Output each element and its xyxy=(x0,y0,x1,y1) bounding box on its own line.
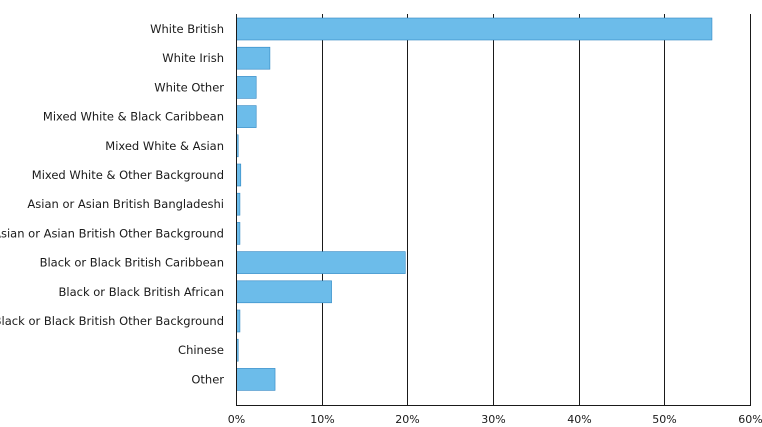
category-label: Other xyxy=(191,372,224,386)
x-tick-label: 30% xyxy=(481,413,505,426)
category-label: Black or Black British African xyxy=(59,285,225,299)
category-label: Mixed White & Other Background xyxy=(32,168,224,182)
category-label: Black or Black British Caribbean xyxy=(40,256,224,270)
category-label: Mixed White & Black Caribbean xyxy=(43,110,224,124)
bar-mixed-white-black-caribbean xyxy=(236,105,257,128)
category-label: White British xyxy=(150,22,224,36)
x-tick-label: 60% xyxy=(738,413,762,426)
bar-white-irish xyxy=(236,46,271,70)
category-label: White Irish xyxy=(162,51,224,65)
bar-black-or-black-british-caribbean xyxy=(236,251,406,274)
x-tick-label: 40% xyxy=(567,413,591,426)
gridlines xyxy=(322,14,751,405)
x-tick-label: 0% xyxy=(228,413,245,426)
bar-mixed-white-other-background xyxy=(236,163,242,187)
bar-asian-or-asian-british-bangladeshi xyxy=(236,192,241,216)
category-label: Black or Black British Other Background xyxy=(0,314,224,328)
bar-white-british xyxy=(236,17,713,41)
category-label: Asian or Asian British Bangladeshi xyxy=(27,197,224,211)
category-labels: White British White Irish White Other Mixed… xyxy=(0,22,224,386)
bar-other xyxy=(236,368,276,391)
bar-black-or-black-british-african xyxy=(236,280,332,304)
bar-asian-or-asian-british-other-background xyxy=(236,222,241,245)
category-label: White Other xyxy=(154,80,224,94)
x-tick-labels: 0% 10% 20% 30% 40% 50% 60% xyxy=(228,413,762,426)
category-label: Chinese xyxy=(178,343,224,357)
bars xyxy=(236,17,713,391)
bar-black-or-black-british-other-background xyxy=(236,309,241,333)
x-tick-label: 10% xyxy=(310,413,334,426)
category-label: Asian or Asian British Other Background xyxy=(0,226,224,240)
bar-white-other xyxy=(236,76,257,99)
x-tick-label: 50% xyxy=(652,413,676,426)
category-label: Mixed White & Asian xyxy=(105,139,224,153)
x-tick-label: 20% xyxy=(395,413,419,426)
